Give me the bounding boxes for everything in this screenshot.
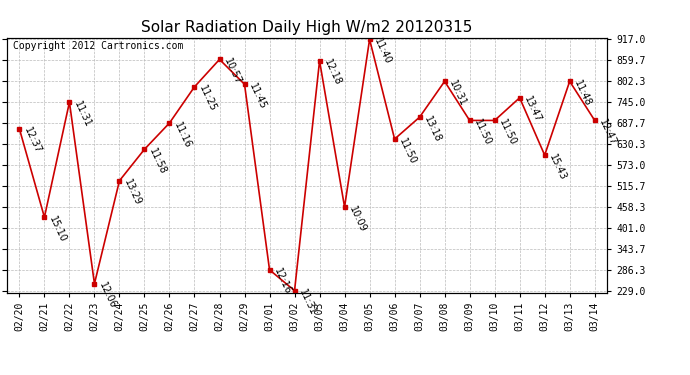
Text: 11:50: 11:50 — [497, 118, 518, 147]
Text: 11:31: 11:31 — [297, 288, 318, 317]
Text: 11:48: 11:48 — [573, 78, 593, 108]
Title: Solar Radiation Daily High W/m2 20120315: Solar Radiation Daily High W/m2 20120315 — [141, 20, 473, 35]
Text: 13:29: 13:29 — [122, 178, 143, 207]
Text: 12:37: 12:37 — [22, 126, 43, 156]
Text: Copyright 2012 Cartronics.com: Copyright 2012 Cartronics.com — [13, 41, 184, 51]
Text: 11:16: 11:16 — [172, 120, 193, 150]
Text: 11:25: 11:25 — [197, 84, 218, 114]
Text: 10:09: 10:09 — [347, 204, 368, 234]
Text: 11:50: 11:50 — [397, 136, 418, 166]
Text: 11:50: 11:50 — [473, 118, 493, 147]
Text: 11:45: 11:45 — [247, 81, 268, 111]
Text: 12:47: 12:47 — [598, 118, 618, 147]
Text: 11:40: 11:40 — [373, 36, 393, 66]
Text: 11:58: 11:58 — [147, 147, 168, 176]
Text: 15:10: 15:10 — [47, 214, 68, 244]
Text: 10:31: 10:31 — [447, 78, 469, 108]
Text: 12:18: 12:18 — [322, 58, 343, 88]
Text: 12:16: 12:16 — [273, 267, 293, 297]
Text: 10:57: 10:57 — [222, 57, 243, 86]
Text: 15:43: 15:43 — [547, 152, 569, 182]
Text: 13:47: 13:47 — [522, 95, 543, 124]
Text: 11:31: 11:31 — [72, 99, 93, 129]
Text: 13:18: 13:18 — [422, 114, 443, 144]
Text: 12:06: 12:06 — [97, 281, 118, 310]
